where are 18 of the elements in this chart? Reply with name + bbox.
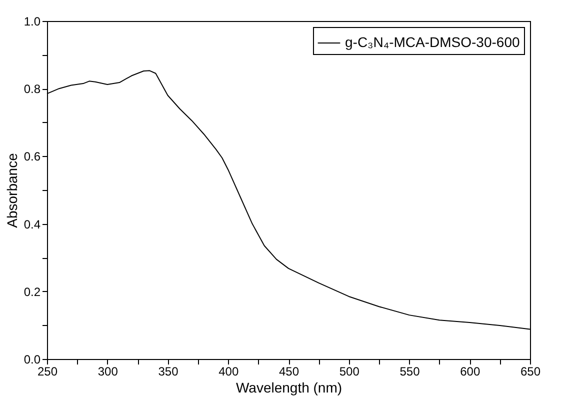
x-tick-label: 450 xyxy=(278,364,300,378)
y-axis-title: Absorbance xyxy=(4,152,20,228)
y-tick-label: 0.2 xyxy=(24,284,41,299)
y-tick-label: 0.0 xyxy=(24,352,41,366)
y-tick-label: 0.6 xyxy=(24,150,41,164)
x-tick-label: 350 xyxy=(158,364,179,378)
y-tick-label: 1.0 xyxy=(24,14,41,28)
x-tick-label: 250 xyxy=(37,364,58,378)
legend-label: g-C₃N₄-MCA-DMSO-30-600 xyxy=(345,34,520,50)
y-tick-label: 0.8 xyxy=(24,82,41,96)
x-tick-label: 550 xyxy=(400,364,420,378)
y-tick-label: 0.4 xyxy=(24,217,41,232)
x-tick-label: 500 xyxy=(339,364,360,378)
x-tick-label: 650 xyxy=(520,364,541,378)
x-tick-label: 400 xyxy=(218,364,239,378)
x-axis-title: Wavelength (nm) xyxy=(236,380,342,396)
x-tick-label: 600 xyxy=(460,364,480,378)
x-tick-label: 300 xyxy=(98,364,118,378)
